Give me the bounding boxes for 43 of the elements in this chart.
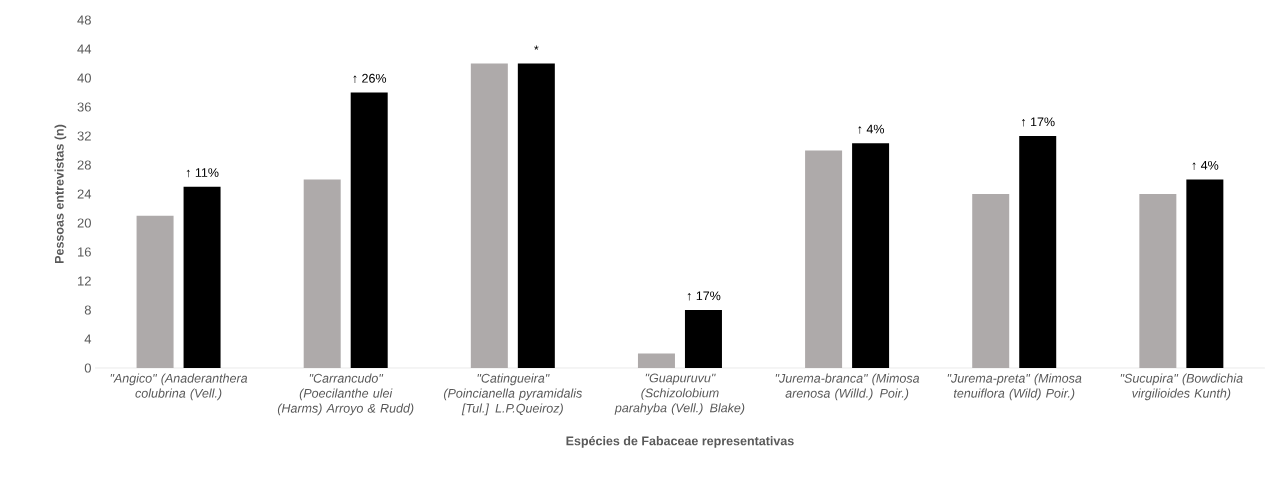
y-tick-label: 16 <box>78 247 91 257</box>
bar <box>805 150 843 368</box>
bar <box>972 194 1010 368</box>
y-tick-label: 12 <box>78 276 91 286</box>
bar <box>684 310 722 368</box>
annotation: ↑ 26% <box>353 73 387 83</box>
y-tick-label: 32 <box>77 131 91 141</box>
y-tick-label: 0 <box>84 363 91 373</box>
y-tick-label: 8 <box>84 305 91 315</box>
annotation: ↑ 17% <box>687 291 721 301</box>
y-tick-label: 20 <box>77 218 91 228</box>
y-tick-label: 48 <box>77 15 91 25</box>
bar <box>350 92 388 368</box>
x-axis-title: Espécies de Fabaceae representativas <box>566 436 794 448</box>
annotation: * <box>534 45 539 50</box>
x-tick-label: "Carrancudo" (Poecilanthe ulei (Harms) Arroyo & Rudd) <box>277 373 414 416</box>
bar <box>470 63 508 368</box>
annotation: ↑ 17% <box>1022 117 1055 127</box>
bar <box>852 143 890 368</box>
x-tick-label: "Guapuruvu" (Schizolobium parahyba (Vell.) Blake) <box>614 373 745 415</box>
x-tick-label: "Jurema-branca" (Mimosa arenosa (Willd.) Poir.) <box>775 373 920 401</box>
bar <box>637 353 675 368</box>
bar <box>183 186 221 368</box>
annotation: ↑ 4% <box>858 124 885 134</box>
x-tick-label: "Sucupira" (Bowdichia virgilioides Kunth) <box>1120 373 1243 401</box>
annotation: ↑ 11% <box>186 168 219 178</box>
bar <box>303 179 341 368</box>
bar <box>1019 136 1057 368</box>
y-axis-title: Pessoas entrevistas (n) <box>54 124 67 263</box>
y-tick-label: 44 <box>77 44 92 54</box>
x-tick-label: "Jurema-preta" (Mimosa tenuiflora (Wild) Poir.) <box>947 373 1082 401</box>
bar <box>136 215 174 368</box>
bar <box>1186 179 1224 368</box>
y-tick-label: 4 <box>84 334 92 344</box>
y-tick-label: 36 <box>77 102 91 112</box>
x-tick-label: "Catingueira" (Poincianella pyramidalis [Tul.] L.P.Queiroz) <box>443 373 583 416</box>
y-tick-label: 40 <box>77 73 91 83</box>
y-tick-label: 28 <box>77 160 91 170</box>
annotation: ↑ 4% <box>1192 160 1219 170</box>
x-tick-label: "Angico" (Anaderanthera colubrina (Vell.) <box>110 373 248 401</box>
bar <box>1139 194 1177 368</box>
bar <box>517 63 555 368</box>
y-tick-label: 24 <box>77 189 92 199</box>
